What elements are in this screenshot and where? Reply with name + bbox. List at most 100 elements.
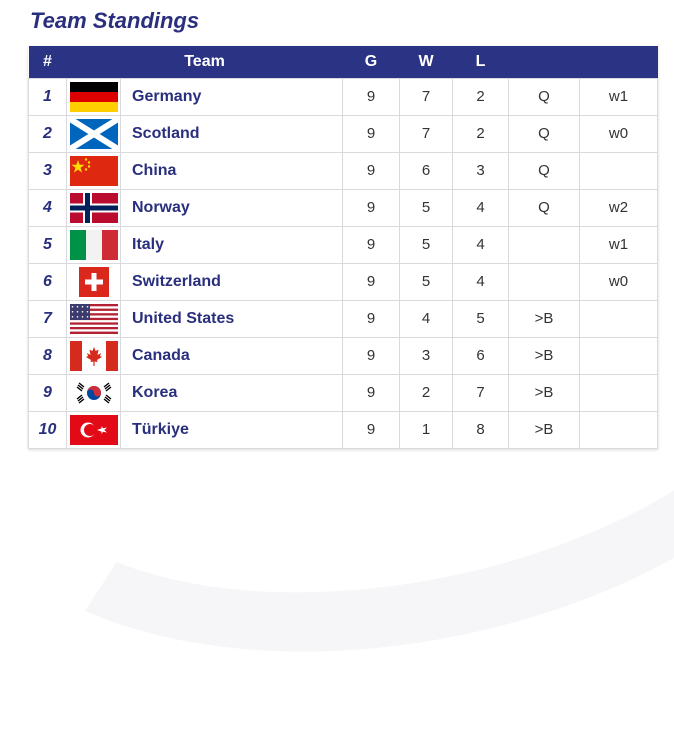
note-cell — [579, 336, 659, 375]
note-cell: w1 — [579, 77, 659, 116]
flag-cell — [66, 373, 121, 412]
turkiye-flag-icon — [69, 414, 118, 445]
canada-flag-icon — [69, 340, 118, 371]
china-flag-icon — [69, 155, 118, 186]
header-wins[interactable]: W — [418, 52, 434, 70]
table-row[interactable]: 8 Canada 9 3 6 >B — [28, 336, 659, 375]
rank-cell: 3 — [28, 151, 67, 190]
flag-cell — [66, 262, 121, 301]
games-cell: 9 — [342, 373, 401, 412]
header-team[interactable]: Team — [184, 52, 225, 70]
wins-cell: 7 — [399, 77, 454, 116]
losses-cell: 5 — [452, 299, 510, 338]
table-row[interactable]: 3 China 9 6 3 Q — [28, 151, 659, 190]
team-name[interactable]: Germany — [119, 77, 344, 116]
team-name[interactable]: China — [119, 151, 344, 190]
header-rank[interactable]: # — [43, 52, 52, 70]
team-name[interactable]: Canada — [119, 336, 344, 375]
wins-cell: 7 — [399, 114, 454, 153]
scotland-flag-icon — [69, 118, 118, 149]
table-row[interactable]: 1 Germany 9 7 2 Q w1 — [28, 77, 659, 116]
qualification-cell: >B — [508, 299, 581, 338]
note-cell — [579, 299, 659, 338]
table-row[interactable]: 6 Switzerland 9 5 4 w0 — [28, 262, 659, 301]
games-cell: 9 — [342, 262, 401, 301]
note-cell — [579, 151, 659, 190]
table-row[interactable]: 5 Italy 9 5 4 w1 — [28, 225, 659, 264]
flag-cell — [66, 336, 121, 375]
flag-cell — [66, 410, 121, 449]
qualification-cell: >B — [508, 410, 581, 449]
rank-cell: 7 — [28, 299, 67, 338]
table-row[interactable]: 2 Scotland 9 7 2 Q w0 — [28, 114, 659, 153]
table-row[interactable]: 7 United States 9 4 5 >B — [28, 299, 659, 338]
table-header-row: # Team G W L — [28, 46, 658, 78]
table-row[interactable]: 9 Korea 9 2 7 >B — [28, 373, 659, 412]
norway-flag-icon — [69, 192, 118, 223]
wins-cell: 5 — [399, 188, 454, 227]
rank-cell: 8 — [28, 336, 67, 375]
games-cell: 9 — [342, 151, 401, 190]
header-games[interactable]: G — [364, 52, 378, 70]
rank-cell: 4 — [28, 188, 67, 227]
wins-cell: 4 — [399, 299, 454, 338]
flag-cell — [66, 151, 121, 190]
rank-cell: 5 — [28, 225, 67, 264]
header-qualification — [509, 46, 580, 78]
wins-cell: 5 — [399, 225, 454, 264]
header-losses[interactable]: L — [475, 52, 486, 70]
team-name[interactable]: Korea — [119, 373, 344, 412]
games-cell: 9 — [342, 188, 401, 227]
flag-cell — [66, 299, 121, 338]
korea-flag-icon — [69, 377, 118, 408]
rank-cell: 6 — [28, 262, 67, 301]
note-cell: w1 — [579, 225, 659, 264]
note-cell — [579, 373, 659, 412]
losses-cell: 4 — [452, 262, 510, 301]
team-name[interactable]: Switzerland — [119, 262, 344, 301]
qualification-cell — [508, 225, 581, 264]
note-cell: w2 — [579, 188, 659, 227]
games-cell: 9 — [342, 299, 401, 338]
italy-flag-icon — [69, 229, 118, 260]
team-name[interactable]: Italy — [119, 225, 344, 264]
note-cell: w0 — [579, 114, 659, 153]
table-row[interactable]: 4 Norway 9 5 4 Q w2 — [28, 188, 659, 227]
rank-cell: 10 — [28, 410, 67, 449]
losses-cell: 4 — [452, 188, 510, 227]
qualification-cell — [508, 262, 581, 301]
games-cell: 9 — [342, 336, 401, 375]
wins-cell: 5 — [399, 262, 454, 301]
usa-flag-icon — [69, 303, 118, 334]
qualification-cell: Q — [508, 114, 581, 153]
losses-cell: 7 — [452, 373, 510, 412]
flag-cell — [66, 225, 121, 264]
losses-cell: 4 — [452, 225, 510, 264]
wins-cell: 2 — [399, 373, 454, 412]
rank-cell: 9 — [28, 373, 67, 412]
team-name[interactable]: Scotland — [119, 114, 344, 153]
losses-cell: 3 — [452, 151, 510, 190]
page-title: Team Standings — [30, 8, 200, 33]
header-note — [580, 46, 658, 78]
flag-cell — [66, 77, 121, 116]
wins-cell: 6 — [399, 151, 454, 190]
team-name[interactable]: Norway — [119, 188, 344, 227]
flag-cell — [66, 114, 121, 153]
rank-cell: 2 — [28, 114, 67, 153]
team-name[interactable]: Türkiye — [119, 410, 344, 449]
note-cell: w0 — [579, 262, 659, 301]
qualification-cell: Q — [508, 77, 581, 116]
switzerland-flag-icon — [78, 266, 109, 297]
games-cell: 9 — [342, 410, 401, 449]
qualification-cell: Q — [508, 151, 581, 190]
losses-cell: 8 — [452, 410, 510, 449]
table-row[interactable]: 10 Türkiye 9 1 8 >B — [28, 410, 659, 449]
qualification-cell: Q — [508, 188, 581, 227]
germany-flag-icon — [69, 81, 118, 112]
team-name[interactable]: United States — [119, 299, 344, 338]
note-cell — [579, 410, 659, 449]
wins-cell: 3 — [399, 336, 454, 375]
games-cell: 9 — [342, 77, 401, 116]
games-cell: 9 — [342, 114, 401, 153]
